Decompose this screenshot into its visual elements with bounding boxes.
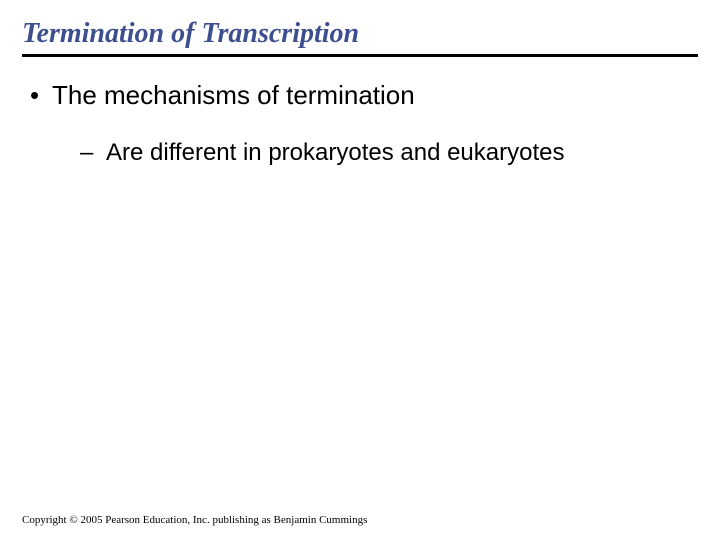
copyright-footer: Copyright © 2005 Pearson Education, Inc.… [22,514,367,526]
bullet-list-level1: The mechanisms of termination Are differ… [22,79,698,168]
slide: Termination of Transcription The mechani… [0,0,720,540]
bullet-text: Are different in prokaryotes and eukaryo… [106,139,564,166]
bullet-text: The mechanisms of termination [52,80,415,110]
list-item: The mechanisms of termination Are differ… [30,79,698,168]
bullet-list-level2: Are different in prokaryotes and eukaryo… [52,138,698,168]
slide-title: Termination of Transcription [22,18,698,57]
list-item: Are different in prokaryotes and eukaryo… [80,138,698,168]
